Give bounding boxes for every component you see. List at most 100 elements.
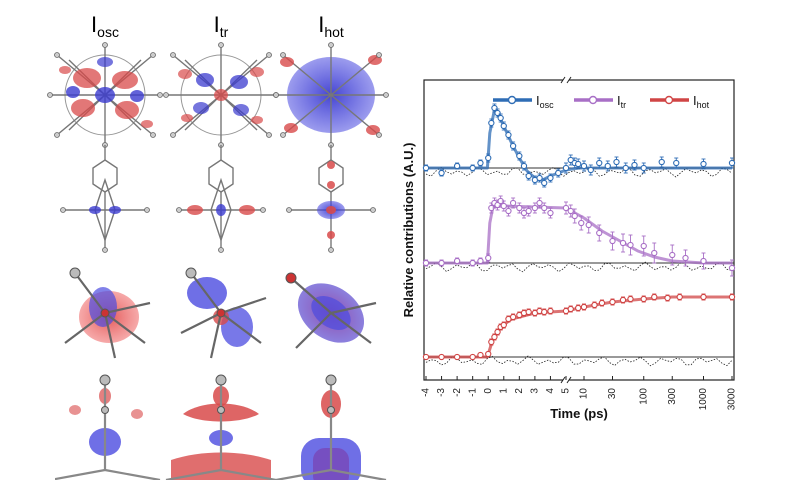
data-point-tr [531, 204, 539, 212]
data-point-osc [575, 160, 582, 168]
x-axis-ticks: -4 -3 -2 -1 0 1 2 3 4 5 10 30 100 300 1000 3000 [421, 376, 738, 410]
data-point-osc [541, 179, 548, 187]
zoom-row-a [64, 267, 377, 359]
x-tick-label: -4 [421, 388, 432, 397]
data-point-osc [485, 154, 492, 162]
data-point-osc [509, 142, 517, 150]
data-point-hot [541, 308, 548, 316]
panel-title-hot: Ihot [318, 12, 344, 40]
data-point-tr [609, 237, 616, 245]
data-point-tr [700, 257, 707, 265]
data-point-tr [536, 199, 543, 207]
data-point-osc [491, 104, 498, 112]
data-point-hot [509, 313, 517, 321]
data-point-hot [627, 295, 634, 303]
residual-tr [425, 261, 733, 273]
x-tick-label: 10 [579, 388, 590, 400]
x-tick-label: 5 [561, 388, 572, 394]
data-point-hot [547, 307, 554, 315]
data-point-tr [682, 254, 689, 262]
zoom-b-tr [165, 374, 277, 480]
data-point-osc [497, 114, 504, 122]
data-point-tr [640, 242, 647, 250]
cluster-osc [47, 42, 163, 148]
data-point-osc [580, 162, 588, 170]
x-axis-label: Time (ps) [550, 406, 608, 421]
panel-title-osc: Iosc [91, 12, 119, 40]
data-point-tr [596, 229, 603, 237]
data-point-osc [587, 166, 594, 174]
svg-text:Itr: Itr [617, 93, 626, 110]
data-point-tr [477, 257, 484, 265]
x-tick-label: 30 [607, 388, 618, 400]
data-point-osc [422, 164, 430, 172]
data-point-hot [575, 304, 582, 312]
data-point-hot [469, 353, 476, 361]
data-point-tr [585, 221, 592, 229]
legend-item-tr: Itr [574, 93, 626, 110]
data-point-osc [488, 119, 495, 127]
data-point-osc [469, 164, 476, 172]
data-point-tr [485, 254, 492, 262]
x-tick-label: 100 [638, 388, 649, 405]
data-point-hot [598, 299, 606, 307]
data-point-hot [651, 293, 658, 301]
data-point-osc [567, 156, 574, 164]
data-point-hot [664, 294, 671, 302]
x-tick-label: 3000 [727, 388, 738, 411]
residual-traces [425, 166, 733, 367]
data-points [422, 103, 736, 361]
data-point-tr [669, 251, 676, 259]
data-point-tr [505, 207, 512, 215]
data-point-tr [469, 259, 476, 267]
data-point-osc [658, 158, 665, 166]
center-lobe-tr [187, 205, 203, 215]
fit-curves [426, 108, 732, 359]
data-point-tr [541, 204, 548, 212]
data-point-tr [651, 249, 658, 257]
data-point-hot [591, 301, 598, 309]
data-point-hot [640, 295, 647, 303]
zoom-b-osc [55, 374, 161, 480]
x-tick-label: 3 [530, 388, 541, 394]
x-tick-label: 1000 [698, 388, 709, 411]
data-point-hot [700, 293, 707, 301]
zoom-a-hot [285, 272, 377, 349]
center-lobe-osc [89, 206, 101, 214]
cluster-hot [273, 42, 389, 148]
data-point-osc [673, 159, 680, 167]
data-point-tr [453, 257, 461, 265]
x-tick-label: -1 [467, 388, 478, 397]
legend-item-osc: Iosc [493, 93, 554, 110]
data-point-osc [604, 162, 611, 170]
data-point-hot [422, 353, 430, 361]
molecule-structure-tr [163, 42, 279, 253]
chart: -4 -3 -2 -1 0 1 2 3 4 5 10 30 100 300 1000 3000 Relativ… [401, 76, 738, 421]
data-point-osc [596, 159, 603, 167]
data-point-tr [562, 204, 570, 212]
x-tick-label: 1 [498, 388, 509, 394]
data-point-osc [631, 161, 638, 169]
data-point-tr [578, 219, 585, 227]
data-point-hot [676, 293, 683, 301]
data-point-osc [640, 164, 647, 172]
linker-osc [63, 145, 147, 250]
legend-item-hot: Ihot [650, 93, 710, 110]
data-point-tr [422, 259, 430, 267]
data-point-osc [536, 174, 543, 182]
x-tick-label: 4 [545, 388, 556, 394]
data-point-osc [728, 159, 736, 167]
data-point-hot [567, 305, 574, 313]
data-point-hot [619, 296, 627, 304]
data-point-tr [525, 207, 532, 215]
data-point-osc [453, 162, 461, 170]
x-tick-label: 300 [667, 388, 678, 405]
data-point-hot [438, 353, 445, 361]
zoom-a-tr [180, 267, 267, 359]
x-tick-label: -3 [436, 388, 447, 397]
data-point-osc [477, 159, 484, 167]
svg-text:Ihot: Ihot [693, 93, 710, 110]
data-point-hot [453, 353, 461, 361]
fit-tr [426, 204, 732, 265]
data-point-hot [477, 351, 484, 359]
